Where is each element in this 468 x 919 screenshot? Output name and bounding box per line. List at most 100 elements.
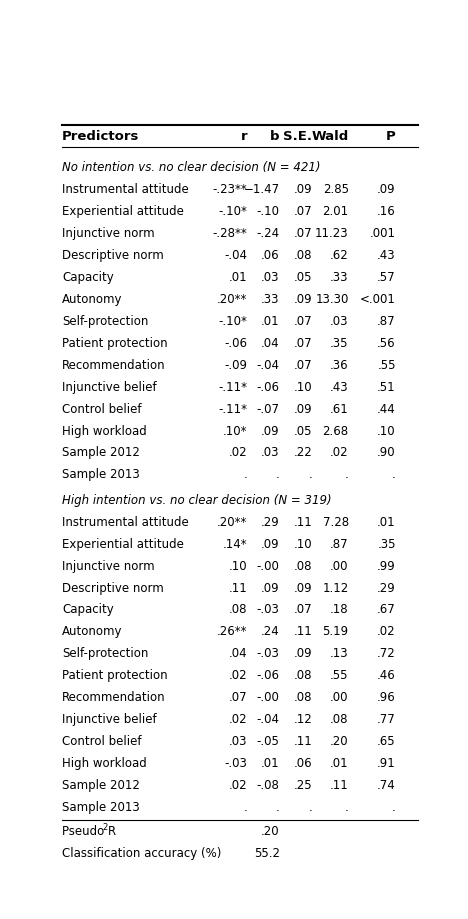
Text: -.11*: -.11* <box>218 403 247 415</box>
Text: -.23**: -.23** <box>212 183 247 196</box>
Text: .03: .03 <box>330 314 349 327</box>
Text: Sample 2013: Sample 2013 <box>62 468 140 481</box>
Text: .02: .02 <box>228 669 247 682</box>
Text: .14*: .14* <box>222 537 247 550</box>
Text: Self-protection: Self-protection <box>62 647 148 660</box>
Text: .07: .07 <box>228 690 247 704</box>
Text: .55: .55 <box>330 669 349 682</box>
Text: .07: .07 <box>294 314 313 327</box>
Text: S.E.: S.E. <box>284 130 313 143</box>
Text: .02: .02 <box>228 712 247 725</box>
Text: 2.01: 2.01 <box>322 205 349 218</box>
Text: -.10: -.10 <box>257 205 280 218</box>
Text: .07: .07 <box>294 227 313 240</box>
Text: .26**: .26** <box>217 625 247 638</box>
Text: Injunctive norm: Injunctive norm <box>62 559 155 572</box>
Text: .11: .11 <box>228 581 247 594</box>
Text: .: . <box>243 800 247 813</box>
Text: Sample 2012: Sample 2012 <box>62 446 140 459</box>
Text: .16: .16 <box>377 205 396 218</box>
Text: b: b <box>270 130 280 143</box>
Text: .03: .03 <box>261 270 280 283</box>
Text: .01: .01 <box>377 515 396 528</box>
Text: .09: .09 <box>261 424 280 437</box>
Text: Classification accuracy (%): Classification accuracy (%) <box>62 846 221 859</box>
Text: .11: .11 <box>330 778 349 791</box>
Text: .03: .03 <box>261 446 280 459</box>
Text: .: . <box>392 800 396 813</box>
Text: .07: .07 <box>294 205 313 218</box>
Text: .03: .03 <box>228 734 247 747</box>
Text: .001: .001 <box>370 227 396 240</box>
Text: Injunctive belief: Injunctive belief <box>62 380 157 393</box>
Text: .01: .01 <box>330 756 349 769</box>
Text: .56: .56 <box>377 336 396 349</box>
Text: .90: .90 <box>377 446 396 459</box>
Text: .36: .36 <box>330 358 349 371</box>
Text: -.03: -.03 <box>257 647 280 660</box>
Text: .09: .09 <box>294 183 313 196</box>
Text: .12: .12 <box>293 712 313 725</box>
Text: .43: .43 <box>377 248 396 262</box>
Text: .87: .87 <box>377 314 396 327</box>
Text: .: . <box>308 468 313 481</box>
Text: Autonomy: Autonomy <box>62 625 123 638</box>
Text: .35: .35 <box>377 537 396 550</box>
Text: .10: .10 <box>294 380 313 393</box>
Text: .11: .11 <box>293 625 313 638</box>
Text: High workload: High workload <box>62 756 147 769</box>
Text: .65: .65 <box>377 734 396 747</box>
Text: .09: .09 <box>261 537 280 550</box>
Text: -.06: -.06 <box>257 669 280 682</box>
Text: .11: .11 <box>293 515 313 528</box>
Text: 13.30: 13.30 <box>315 292 349 305</box>
Text: Recommendation: Recommendation <box>62 358 166 371</box>
Text: .: . <box>276 800 280 813</box>
Text: Wald: Wald <box>311 130 349 143</box>
Text: -.24: -.24 <box>256 227 280 240</box>
Text: .33: .33 <box>261 292 280 305</box>
Text: .: . <box>243 468 247 481</box>
Text: .: . <box>345 468 349 481</box>
Text: .87: .87 <box>330 537 349 550</box>
Text: .44: .44 <box>377 403 396 415</box>
Text: -.10*: -.10* <box>218 205 247 218</box>
Text: Patient protection: Patient protection <box>62 669 168 682</box>
Text: Control belief: Control belief <box>62 403 142 415</box>
Text: .08: .08 <box>294 690 313 704</box>
Text: -.04: -.04 <box>257 358 280 371</box>
Text: -.05: -.05 <box>257 734 280 747</box>
Text: Capacity: Capacity <box>62 270 114 283</box>
Text: .77: .77 <box>377 712 396 725</box>
Text: -.06: -.06 <box>224 336 247 349</box>
Text: .: . <box>276 468 280 481</box>
Text: .29: .29 <box>261 515 280 528</box>
Text: Self-protection: Self-protection <box>62 314 148 327</box>
Text: -.04: -.04 <box>224 248 247 262</box>
Text: .10: .10 <box>377 424 396 437</box>
Text: Control belief: Control belief <box>62 734 142 747</box>
Text: -.09: -.09 <box>224 358 247 371</box>
Text: .57: .57 <box>377 270 396 283</box>
Text: 2.85: 2.85 <box>322 183 349 196</box>
Text: .20: .20 <box>330 734 349 747</box>
Text: .25: .25 <box>294 778 313 791</box>
Text: .46: .46 <box>377 669 396 682</box>
Text: Sample 2013: Sample 2013 <box>62 800 140 813</box>
Text: −1.47: −1.47 <box>244 183 280 196</box>
Text: High workload: High workload <box>62 424 147 437</box>
Text: .06: .06 <box>294 756 313 769</box>
Text: .08: .08 <box>330 712 349 725</box>
Text: .62: .62 <box>330 248 349 262</box>
Text: .11: .11 <box>293 734 313 747</box>
Text: .02: .02 <box>377 625 396 638</box>
Text: .51: .51 <box>377 380 396 393</box>
Text: Experiential attitude: Experiential attitude <box>62 205 184 218</box>
Text: -.07: -.07 <box>257 403 280 415</box>
Text: 11.23: 11.23 <box>315 227 349 240</box>
Text: .29: .29 <box>377 581 396 594</box>
Text: Injunctive belief: Injunctive belief <box>62 712 157 725</box>
Text: .20: .20 <box>261 824 280 837</box>
Text: -.03: -.03 <box>224 756 247 769</box>
Text: .09: .09 <box>261 581 280 594</box>
